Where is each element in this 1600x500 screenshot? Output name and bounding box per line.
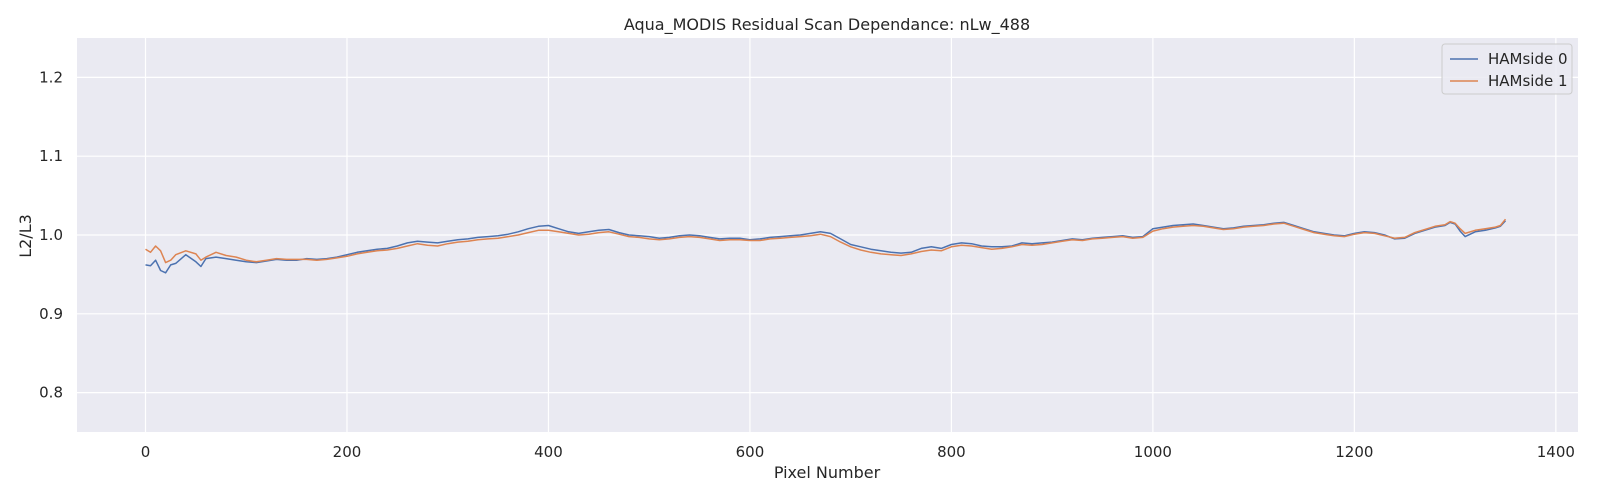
- y-tick-label: 1.2: [39, 68, 63, 86]
- x-tick-label: 800: [937, 443, 966, 461]
- x-tick-label: 1400: [1537, 443, 1575, 461]
- legend-label: HAMside 0: [1488, 50, 1568, 68]
- series-line-0: [145, 220, 1507, 274]
- legend-label: HAMside 1: [1488, 72, 1568, 90]
- chart-title: Aqua_MODIS Residual Scan Dependance: nLw…: [624, 15, 1030, 35]
- y-tick-label: 1.0: [39, 226, 63, 244]
- series-line-1: [145, 218, 1507, 264]
- x-tick-label: 1200: [1335, 443, 1373, 461]
- y-tick-labels: 0.8 0.9 1.0 1.1 1.2: [39, 68, 63, 401]
- legend: HAMside 0 HAMside 1: [1441, 43, 1573, 95]
- x-tick-label: 0: [141, 443, 151, 461]
- y-axis-label: L2/L3: [16, 214, 35, 258]
- x-tick-label: 600: [736, 443, 765, 461]
- x-tick-label: 200: [333, 443, 362, 461]
- x-axis-label: Pixel Number: [774, 463, 881, 482]
- x-tick-label: 1000: [1134, 443, 1172, 461]
- x-tick-labels: 0 200 400 600 800 1000 1200 1400: [141, 443, 1575, 461]
- y-tick-label: 0.8: [39, 384, 63, 402]
- series-lines: [145, 218, 1507, 274]
- x-tick-label: 400: [534, 443, 563, 461]
- y-tick-label: 0.9: [39, 305, 63, 323]
- y-tick-label: 1.1: [39, 147, 63, 165]
